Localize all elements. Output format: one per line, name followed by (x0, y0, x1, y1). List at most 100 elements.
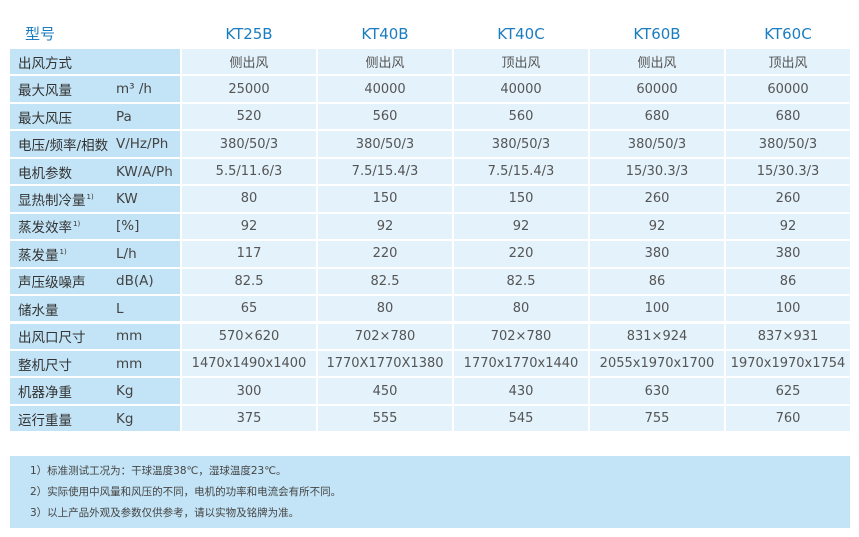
param-name: 最大风压 (18, 110, 72, 127)
param-unit: mm (116, 355, 143, 372)
value-cell: 380/50/3 (454, 131, 588, 157)
footnote-ref: 1) (59, 247, 67, 256)
param-unit: Pa (116, 108, 132, 125)
value-cell: 92 (454, 213, 588, 240)
footnote-ref: 1) (73, 220, 81, 229)
value-cell: 65 (182, 296, 316, 322)
value-cell: 560 (318, 103, 452, 130)
value-cell: 40000 (318, 76, 452, 102)
value-cell: 92 (726, 213, 850, 240)
param-unit: KW (116, 190, 138, 207)
value-cell: 100 (590, 296, 724, 322)
param-name: 蒸发量1) (18, 247, 67, 264)
note-line: 3）以上产品外观及参数仅供参考，请以实物及铭牌为准。 (30, 507, 300, 519)
value-cell: 702×780 (318, 323, 452, 349)
value-cell: 82.5 (454, 268, 588, 295)
value-cell: 1770X1770X1380 (318, 350, 452, 377)
value-cell: 760 (726, 405, 850, 432)
value-cell: 630 (590, 378, 724, 404)
value-cell: 375 (182, 405, 316, 432)
value-cell: 82.5 (182, 268, 316, 295)
value-cell: 80 (182, 186, 316, 212)
value-cell: 60000 (590, 76, 724, 102)
value-cell: 侧出风 (318, 49, 452, 75)
value-cell: 220 (318, 241, 452, 267)
value-cell: 2055x1970x1700 (590, 350, 724, 377)
value-cell: 260 (726, 186, 850, 212)
row-label: 机器净重 Kg (10, 378, 180, 404)
param-name: 整机尺寸 (18, 357, 72, 374)
value-cell: 680 (726, 103, 850, 130)
param-name: 出风方式 (18, 55, 72, 72)
param-name: 机器净重 (18, 385, 72, 402)
value-cell: 92 (318, 213, 452, 240)
model-header: KT40B (361, 24, 409, 43)
value-cell: 92 (590, 213, 724, 240)
param-name: 蒸发效率1) (18, 220, 81, 237)
row-label: 蒸发效率1) [%] (10, 213, 180, 240)
value-cell: 侧出风 (182, 49, 316, 75)
param-unit: m³ /h (116, 81, 152, 98)
notes: 1）标准测试工况为：干球温度38℃，湿球温度23℃。 2）实际使用中风量和风压的不… (10, 456, 850, 528)
value-cell: 380 (590, 241, 724, 267)
param-unit: Kg (116, 383, 134, 400)
param-name: 储水量 (18, 302, 59, 319)
param-name: 电机参数 (18, 165, 72, 182)
value-cell: 80 (454, 296, 588, 322)
value-cell: 220 (454, 241, 588, 267)
value-cell: 117 (182, 241, 316, 267)
value-cell: 545 (454, 405, 588, 432)
value-cell: 25000 (182, 76, 316, 102)
value-cell: 15/30.3/3 (726, 158, 850, 185)
param-unit: L (116, 300, 124, 317)
value-cell: 380/50/3 (590, 131, 724, 157)
param-name: 最大风量 (18, 83, 72, 100)
row-label: 运行重量 Kg (10, 405, 180, 432)
note-line: 1）标准测试工况为：干球温度38℃，湿球温度23℃。 (30, 465, 287, 477)
param-unit: mm (116, 328, 143, 345)
value-cell: 380 (726, 241, 850, 267)
value-cell: 570×620 (182, 323, 316, 349)
value-cell: 380/50/3 (182, 131, 316, 157)
value-cell: 520 (182, 103, 316, 130)
footnote-ref: 1) (86, 192, 94, 201)
row-label: 电机参数 KW/A/Ph (10, 158, 180, 185)
value-cell: 15/30.3/3 (590, 158, 724, 185)
value-cell: 380/50/3 (726, 131, 850, 157)
row-label: 出风口尺寸 mm (10, 323, 180, 349)
value-cell: 7.5/15.4/3 (318, 158, 452, 185)
value-cell: 625 (726, 378, 850, 404)
model-header: KT40C (497, 24, 545, 43)
value-cell: 300 (182, 378, 316, 404)
row-label: 电压/频率/相数 V/Hz/Ph (10, 131, 180, 157)
note-line: 2）实际使用中风量和风压的不同，电机的功率和电流会有所不同。 (30, 486, 342, 498)
param-unit: L/h (116, 245, 137, 262)
value-cell: 150 (454, 186, 588, 212)
param-unit: KW/A/Ph (116, 163, 173, 180)
value-cell: 831×924 (590, 323, 724, 349)
value-cell: 755 (590, 405, 724, 432)
value-cell: 1970x1970x1754 (726, 350, 850, 377)
value-cell: 7.5/15.4/3 (454, 158, 588, 185)
value-cell: 150 (318, 186, 452, 212)
param-name: 显热制冷量1) (18, 192, 94, 209)
value-cell: 450 (318, 378, 452, 404)
row-label: 出风方式 (10, 49, 180, 75)
row-label: 最大风量 m³ /h (10, 76, 180, 102)
value-cell: 86 (726, 268, 850, 295)
value-cell: 86 (590, 268, 724, 295)
value-cell: 260 (590, 186, 724, 212)
value-cell: 555 (318, 405, 452, 432)
param-name: 运行重量 (18, 412, 72, 429)
param-name: 出风口尺寸 (18, 330, 86, 347)
value-cell: 1470x1490x1400 (182, 350, 316, 377)
value-cell: 92 (182, 213, 316, 240)
value-cell: 430 (454, 378, 588, 404)
param-name: 声压级噪声 (18, 275, 86, 292)
row-label: 声压级噪声 dB(A) (10, 268, 180, 295)
param-unit: Kg (116, 410, 134, 427)
param-unit: dB(A) (116, 273, 154, 290)
row-label: 整机尺寸 mm (10, 350, 180, 377)
header-title: 型号 (24, 25, 55, 43)
